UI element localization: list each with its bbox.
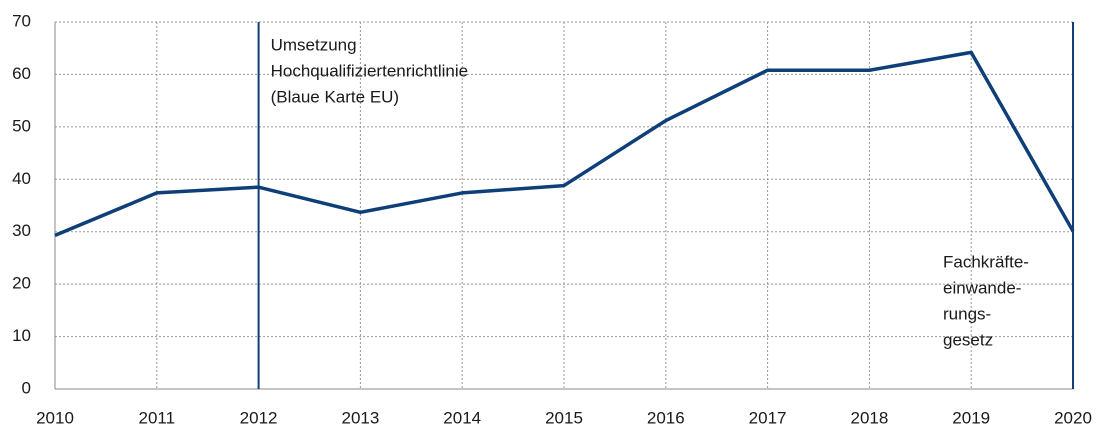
- x-tick-label: 2013: [341, 408, 379, 427]
- annotation-text: Hochqualifiziertenrichtlinie: [271, 61, 468, 80]
- x-tick-label: 2014: [443, 408, 481, 427]
- y-tick-label: 10: [12, 326, 31, 345]
- annotation-text: gesetz: [943, 330, 993, 349]
- annotation-text: rungs-: [943, 304, 991, 323]
- annotation-text: (Blaue Karte EU): [271, 87, 400, 106]
- y-tick-label: 30: [12, 221, 31, 240]
- y-tick-label: 20: [12, 274, 31, 293]
- x-tick-label: 2018: [850, 408, 888, 427]
- y-tick-label: 60: [12, 64, 31, 83]
- y-tick-label: 0: [22, 378, 31, 397]
- x-tick-label: 2016: [647, 408, 685, 427]
- x-tick-label: 2020: [1054, 408, 1092, 427]
- annotation-text: Fachkräfte-: [943, 252, 1029, 271]
- annotation-text: Umsetzung: [271, 35, 357, 54]
- x-tick-label: 2010: [36, 408, 74, 427]
- x-tick-label: 2012: [240, 408, 278, 427]
- y-tick-label: 70: [12, 11, 31, 30]
- x-tick-label: 2011: [139, 408, 176, 427]
- y-tick-label: 40: [12, 169, 31, 188]
- x-tick-label: 2017: [749, 408, 787, 427]
- line-series: [54, 50, 1075, 237]
- x-tick-label: 2019: [952, 408, 990, 427]
- x-tick-label: 2015: [545, 408, 583, 427]
- y-tick-label: 50: [12, 116, 31, 135]
- annotation-text: einwande-: [943, 278, 1021, 297]
